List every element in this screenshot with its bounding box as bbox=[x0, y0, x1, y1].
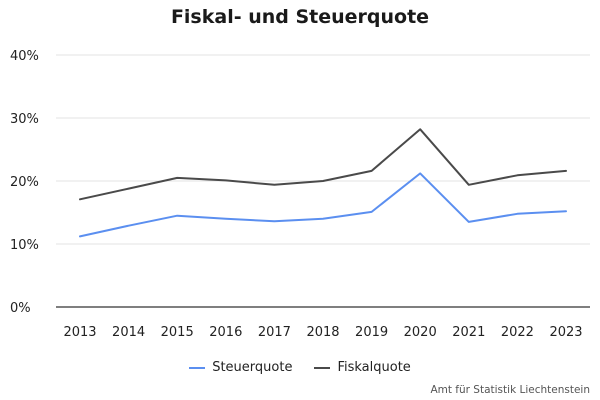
legend: Steuerquote Fiskalquote bbox=[0, 360, 600, 375]
y-tick-label: 30% bbox=[10, 112, 39, 127]
x-tick-label: 2015 bbox=[161, 325, 194, 340]
x-tick-label: 2013 bbox=[63, 325, 96, 340]
x-tick-label: 2020 bbox=[404, 325, 437, 340]
x-tick-label: 2023 bbox=[549, 325, 582, 340]
x-tick-label: 2014 bbox=[112, 325, 145, 340]
x-axis: 2013 2014 2015 2016 2017 2018 2019 2020 2021 2022… bbox=[63, 325, 582, 340]
x-tick-label: 2019 bbox=[355, 325, 388, 340]
legend-label-fiskalquote: Fiskalquote bbox=[337, 360, 411, 375]
legend-label-steuerquote: Steuerquote bbox=[212, 360, 293, 375]
y-tick-label: 20% bbox=[10, 175, 39, 190]
chart-title: Fiskal- und Steuerquote bbox=[170, 6, 430, 28]
x-tick-label: 2017 bbox=[258, 325, 291, 340]
legend-swatch-fiskalquote bbox=[314, 366, 331, 369]
legend-item-fiskalquote: Fiskalquote bbox=[314, 360, 411, 375]
y-tick-label: 10% bbox=[10, 238, 39, 253]
y-tick-label: 40% bbox=[10, 49, 39, 64]
y-tick-label: 0% bbox=[10, 301, 31, 316]
legend-swatch-steuerquote bbox=[189, 366, 206, 369]
y-axis: 0% 10% 20% 30% 40% bbox=[10, 49, 39, 316]
source-note: Amt für Statistik Liechtenstein bbox=[430, 384, 590, 396]
x-tick-label: 2018 bbox=[306, 325, 339, 340]
series-lines bbox=[79, 128, 567, 238]
series-line-fiskalquote bbox=[79, 128, 567, 201]
x-tick-label: 2016 bbox=[209, 325, 242, 340]
x-tick-label: 2021 bbox=[452, 325, 485, 340]
x-tick-label: 2022 bbox=[501, 325, 534, 340]
legend-item-steuerquote: Steuerquote bbox=[189, 360, 292, 375]
series-line-steuerquote bbox=[79, 172, 567, 238]
